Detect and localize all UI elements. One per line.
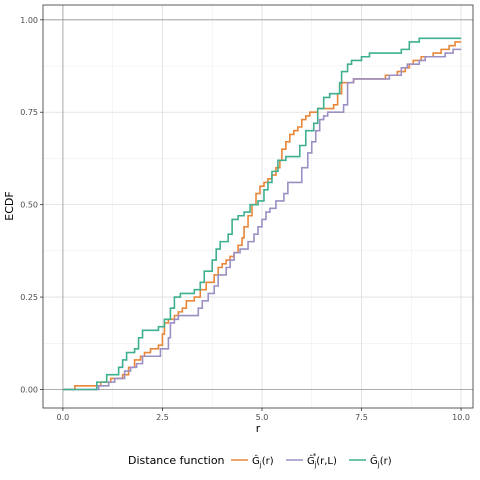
axis-ticks: 0.0 2.5 5.0 7.5 10.0 0.00 0.25 0.50 0.75 1.00 <box>20 16 470 422</box>
x-tick-label: 0.0 <box>57 413 70 422</box>
x-tick-label: 7.5 <box>355 413 368 422</box>
legend-title: Distance function <box>128 454 225 467</box>
legend-label-2: Ĝj*(r,L) <box>307 452 337 469</box>
x-tick-label: 2.5 <box>156 413 169 422</box>
y-tick-label: 0.00 <box>20 386 38 395</box>
x-tick-label: 10.0 <box>452 413 470 422</box>
series-line-3 <box>62 37 462 391</box>
plot-border <box>42 4 474 409</box>
y-axis-title: ECDF <box>3 191 16 220</box>
y-tick-label: 1.00 <box>20 16 38 25</box>
legend-label-3: Ĝj(r) <box>370 454 392 469</box>
legend-label-1: Ĝj(r) <box>252 454 274 469</box>
y-tick-label: 0.75 <box>20 108 38 117</box>
x-tick-label: 5.0 <box>256 413 269 422</box>
x-axis-title: r <box>256 422 261 435</box>
series-layer <box>62 37 462 391</box>
legend: Distance function Ĝj(r) Ĝj*(r,L) Ĝj(r) <box>128 452 392 469</box>
y-tick-label: 0.25 <box>20 293 38 302</box>
series-line-2 <box>62 48 462 391</box>
grid-lines <box>43 5 473 408</box>
y-tick-label: 0.50 <box>20 201 38 210</box>
